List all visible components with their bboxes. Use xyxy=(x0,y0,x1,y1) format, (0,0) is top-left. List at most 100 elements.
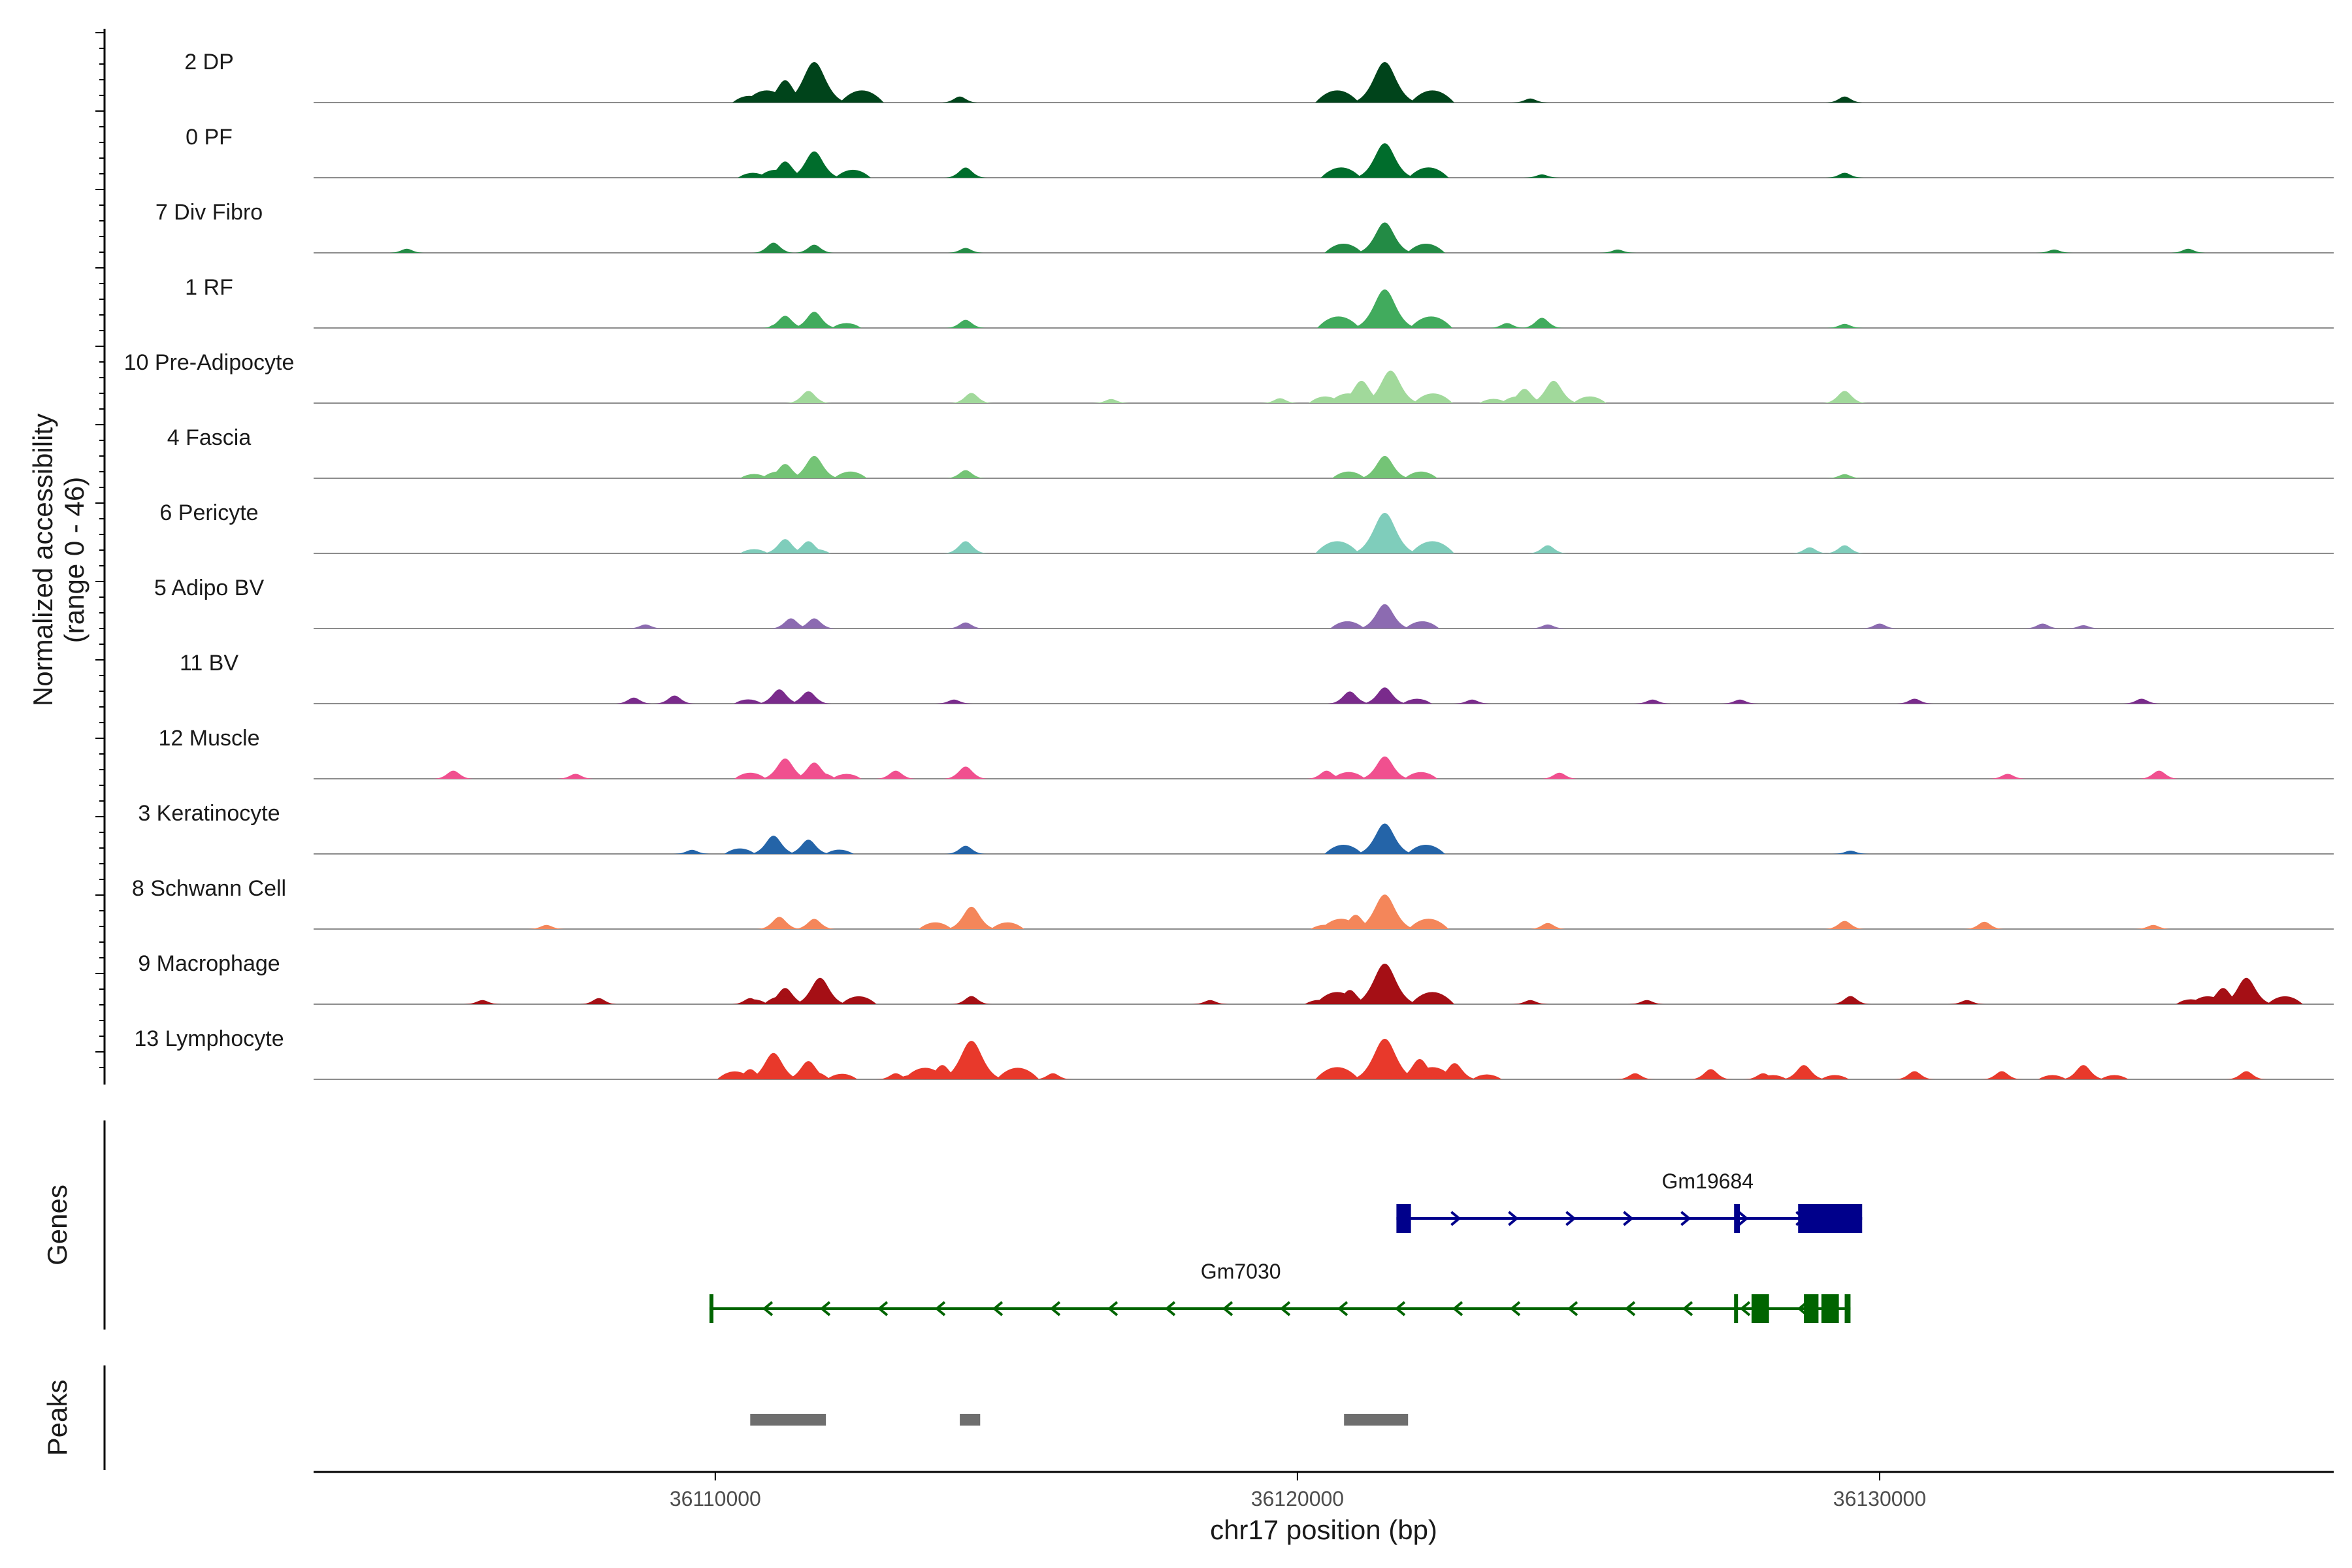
coverage-peak xyxy=(789,762,840,779)
coverage-peak xyxy=(626,624,664,629)
strand-arrow xyxy=(1279,1301,1291,1316)
coverage-shoulder xyxy=(958,1075,988,1079)
coverage-peak xyxy=(1825,172,1865,178)
coverage-peak xyxy=(1789,547,1830,553)
gene-exon xyxy=(1751,1294,1769,1323)
coverage-peak xyxy=(785,391,832,403)
track-3-keratinocyte: 3 Keratinocyte xyxy=(138,801,2334,855)
coverage-peak xyxy=(1523,174,1561,178)
coverage-peak xyxy=(613,697,654,704)
coverage-peak xyxy=(785,541,832,553)
coverage-peak xyxy=(432,770,474,779)
strand-arrow xyxy=(1337,1301,1348,1316)
coverage-peak xyxy=(1823,545,1866,553)
coverage-shoulder xyxy=(1408,167,1449,178)
track-10-pre-adipocyte: 10 Pre-Adipocyte xyxy=(124,350,2334,404)
coverage-shoulder xyxy=(1472,1074,1502,1079)
coverage-peak xyxy=(769,618,813,629)
track-9-macrophage: 9 Macrophage xyxy=(138,951,2334,1005)
coverage-peak xyxy=(792,919,836,929)
coverage-peak xyxy=(943,167,988,178)
track-2-dp: 2 DP xyxy=(184,50,2334,103)
coverage-shoulder xyxy=(2100,1075,2129,1079)
coverage-peak xyxy=(673,849,711,854)
track-label: 1 RF xyxy=(185,275,233,300)
strand-arrow xyxy=(1739,1301,1751,1316)
coverage-peak xyxy=(936,1041,1007,1079)
coverage-peak xyxy=(1357,756,1413,779)
coverage-peak xyxy=(875,770,917,779)
strand-arrow xyxy=(819,1301,831,1316)
coverage-shoulder xyxy=(1337,698,1367,704)
coverage-peak xyxy=(1529,624,1567,629)
coverage-peak xyxy=(946,248,985,253)
coverage-shoulder xyxy=(990,922,1024,929)
coverage-shoulder xyxy=(1404,772,1438,779)
gene-exon xyxy=(1734,1204,1740,1233)
coverage-peak xyxy=(1033,1073,1073,1079)
coverage-peak xyxy=(1312,1073,1352,1079)
coverage-shoulder xyxy=(826,1073,858,1079)
coverage-peak xyxy=(786,455,842,478)
coverage-peak xyxy=(784,840,832,854)
track-label: 13 Lymphocyte xyxy=(134,1026,284,1051)
track-label: 0 PF xyxy=(186,125,233,150)
coverage-shoulder xyxy=(825,849,854,854)
coverage-peak xyxy=(761,539,809,553)
coverage-peak xyxy=(1526,380,1582,403)
coverage-peak xyxy=(1351,894,1419,929)
coverage-shoulder xyxy=(1315,541,1360,553)
coverage-peak xyxy=(579,998,619,1004)
coverage-shoulder xyxy=(734,772,767,779)
coverage-peak xyxy=(1191,1000,1230,1004)
coverage-peak xyxy=(1092,399,1130,403)
coverage-shoulder xyxy=(1820,1075,1850,1079)
coverage-shoulder xyxy=(1372,924,1401,929)
coverage-shoulder xyxy=(1366,1000,1396,1004)
coverage-shoulder xyxy=(767,774,797,779)
strand-arrow xyxy=(877,1301,889,1316)
coverage-shoulder xyxy=(1407,845,1445,854)
coverage-peak xyxy=(556,774,595,779)
coverage-peak xyxy=(918,1065,966,1079)
coverage-shoulder xyxy=(2240,999,2270,1004)
coverage-peak xyxy=(743,1053,804,1079)
coverage-peak xyxy=(1825,323,1864,328)
coverage-peak xyxy=(758,759,812,779)
coverage-shoulder xyxy=(1369,1073,1401,1079)
coverage-peak xyxy=(1500,389,1548,403)
coverage-shoulder xyxy=(740,549,769,553)
coverage-peak xyxy=(793,244,836,253)
coverage-peak xyxy=(1520,318,1564,328)
coverage-shoulder xyxy=(831,774,862,779)
coverage-shoulder xyxy=(834,471,868,478)
coverage-shoulder xyxy=(761,471,795,478)
coverage-shoulder xyxy=(759,1073,791,1079)
coverage-shoulder xyxy=(1410,992,1454,1004)
coverage-shoulder xyxy=(1407,244,1445,253)
coverage-peak xyxy=(2225,1071,2268,1079)
x-tick-label: 36130000 xyxy=(1833,1487,1926,1511)
track-12-muscle: 12 Muscle xyxy=(159,726,2334,779)
coverage-peak xyxy=(1353,222,1417,253)
track-label: 2 DP xyxy=(184,50,234,74)
coverage-peak xyxy=(1260,398,1299,403)
coverage-shoulder xyxy=(1304,1000,1333,1004)
coverage-peak xyxy=(944,845,987,854)
coverage-peak xyxy=(943,906,1000,929)
track-label: 7 Div Fibro xyxy=(155,200,263,225)
gene-label: Gm19684 xyxy=(1662,1169,1754,1193)
coverage-peak xyxy=(1453,699,1492,704)
track-13-lymphocyte: 13 Lymphocyte xyxy=(134,1026,2334,1080)
coverage-peak xyxy=(935,699,973,704)
coverage-peak xyxy=(1348,62,1422,103)
coverage-peak xyxy=(942,541,988,553)
x-axis-ticks: 36110000 36120000 36130000 xyxy=(670,1472,1926,1511)
coverage-shoulder xyxy=(840,90,884,103)
coverage-peak xyxy=(755,689,804,704)
strand-arrow xyxy=(762,1301,774,1316)
coverage-shoulder xyxy=(1320,167,1362,178)
coverage-peak xyxy=(1780,1065,1828,1079)
strand-arrow xyxy=(1222,1301,1233,1316)
coverage-peak xyxy=(1832,851,1869,854)
